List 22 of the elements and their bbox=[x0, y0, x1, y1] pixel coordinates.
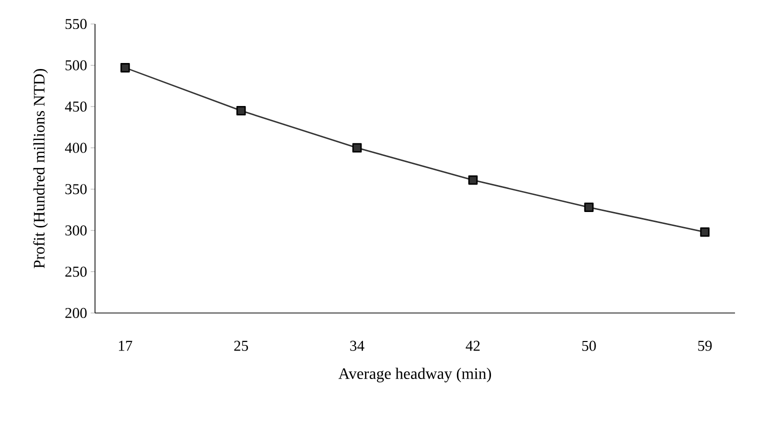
y-tick-label: 250 bbox=[65, 266, 87, 277]
y-axis-title: Profit (Hundred millions NTD) bbox=[33, 68, 48, 268]
x-tick-label: 59 bbox=[698, 340, 712, 351]
y-tick-label: 550 bbox=[66, 18, 87, 30]
point bbox=[236, 106, 246, 116]
y-tick-label: 400 bbox=[65, 142, 87, 153]
y-tick-label: 450 bbox=[65, 102, 87, 112]
y-tick-label: 200 bbox=[65, 308, 87, 318]
y-tick-label: 350 bbox=[65, 184, 87, 194]
point bbox=[468, 175, 478, 185]
x-axis-title: Average headway (min) bbox=[338, 368, 492, 382]
x-tick-label: 50 bbox=[582, 340, 596, 351]
point bbox=[120, 63, 130, 72]
point bbox=[700, 227, 710, 237]
x-tick-label: 42 bbox=[466, 340, 480, 351]
y-tick-label: 500 bbox=[66, 60, 87, 70]
y-tick-label: 300 bbox=[65, 225, 87, 236]
point bbox=[352, 143, 362, 153]
point bbox=[584, 202, 594, 212]
x-tick-label: 25 bbox=[234, 340, 248, 351]
x-tick-label: 34 bbox=[350, 340, 364, 351]
x-tick-label: 17 bbox=[118, 340, 132, 351]
